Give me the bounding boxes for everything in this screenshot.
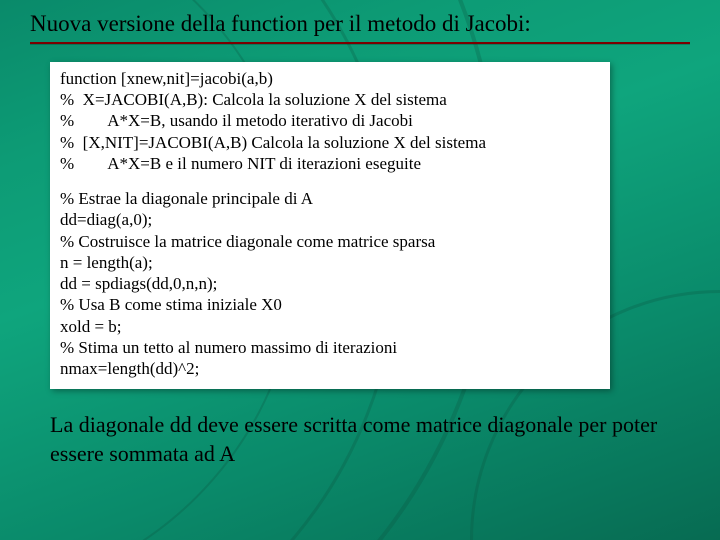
title-underline: [30, 42, 690, 44]
code-box: function [xnew,nit]=jacobi(a,b) % X=JACO…: [50, 62, 610, 390]
code-line: % Usa B come stima iniziale X0: [60, 294, 600, 315]
code-line: dd=diag(a,0);: [60, 209, 600, 230]
footer-text: La diagonale dd deve essere scritta come…: [50, 411, 690, 468]
code-block-body: % Estrae la diagonale principale di A dd…: [60, 188, 600, 379]
slide-title: Nuova versione della function per il met…: [30, 10, 690, 39]
code-line: % A*X=B, usando il metodo iterativo di J…: [60, 110, 600, 131]
code-line: n = length(a);: [60, 252, 600, 273]
slide-container: Nuova versione della function per il met…: [0, 0, 720, 540]
code-line: % X=JACOBI(A,B): Calcola la soluzione X …: [60, 89, 600, 110]
code-line: % A*X=B e il numero NIT di iterazioni es…: [60, 153, 600, 174]
code-line: nmax=length(dd)^2;: [60, 358, 600, 379]
code-line: dd = spdiags(dd,0,n,n);: [60, 273, 600, 294]
code-line: % Costruisce la matrice diagonale come m…: [60, 231, 600, 252]
code-line: xold = b;: [60, 316, 600, 337]
code-line: function [xnew,nit]=jacobi(a,b): [60, 68, 600, 89]
code-line: % Estrae la diagonale principale di A: [60, 188, 600, 209]
code-line: % [X,NIT]=JACOBI(A,B) Calcola la soluzio…: [60, 132, 600, 153]
code-block-header: function [xnew,nit]=jacobi(a,b) % X=JACO…: [60, 68, 600, 174]
code-line: % Stima un tetto al numero massimo di it…: [60, 337, 600, 358]
